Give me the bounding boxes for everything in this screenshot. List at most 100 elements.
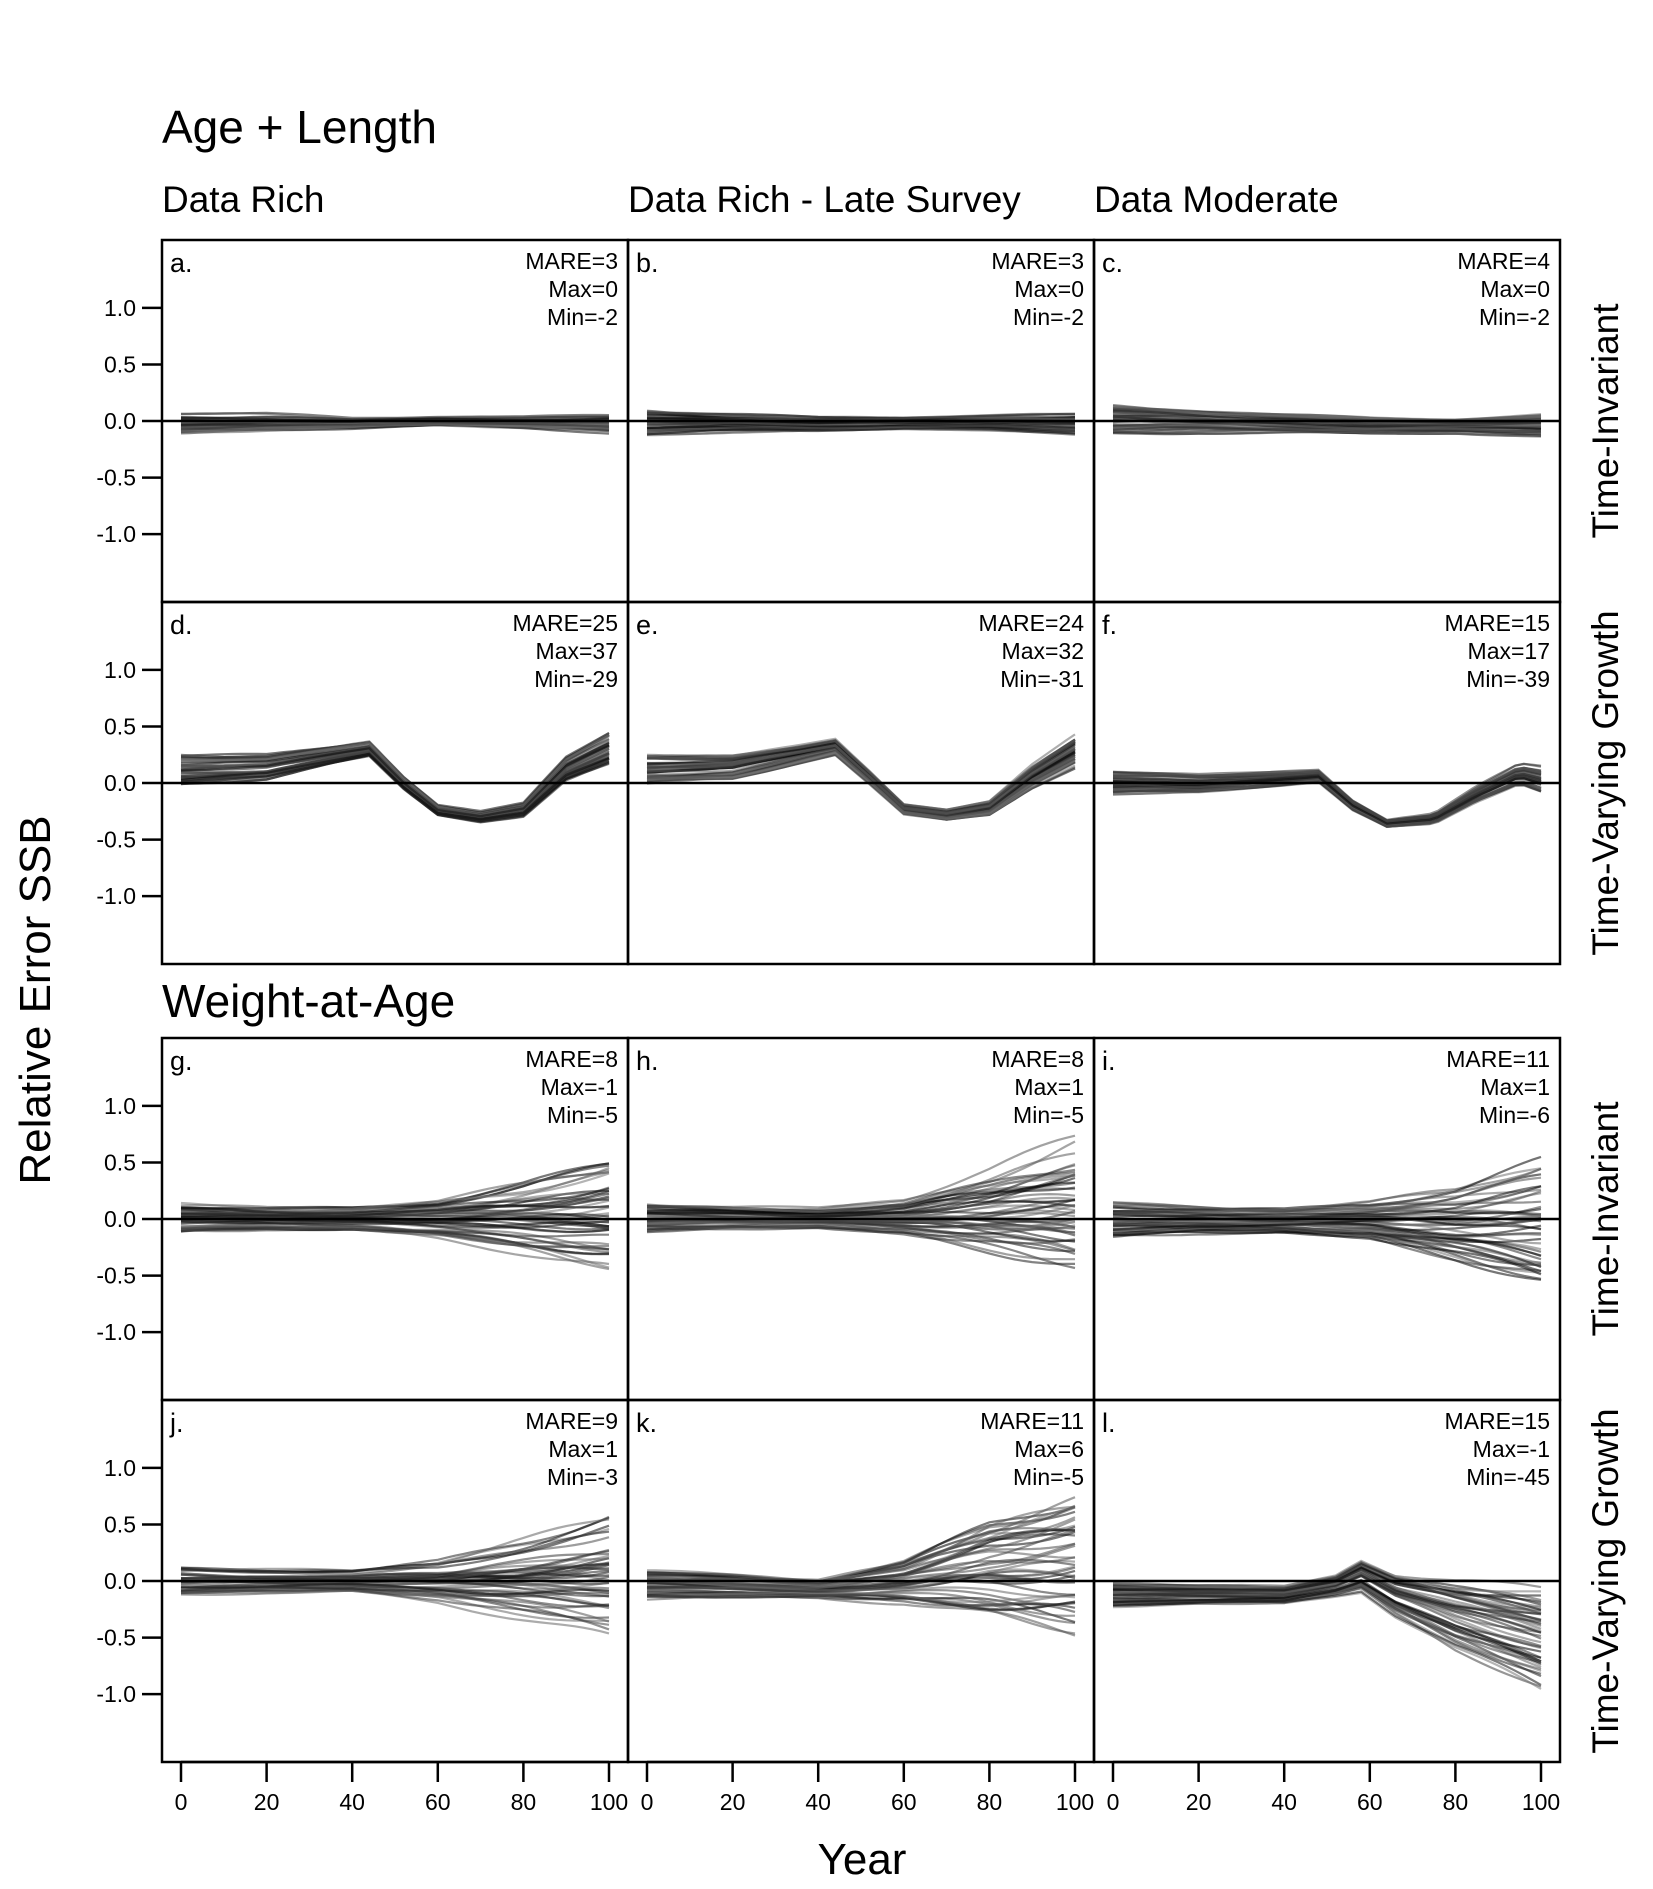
- row-title: Time-Varying Growth: [1585, 1408, 1626, 1753]
- y-tick-label: -1.0: [96, 883, 136, 909]
- y-tick-label: 1.0: [104, 1455, 136, 1481]
- max-label: Max=0: [1014, 276, 1084, 302]
- y-tick-label: 0.5: [104, 1511, 136, 1537]
- panel-letter: b.: [636, 248, 659, 278]
- max-label: Max=1: [548, 1436, 618, 1462]
- x-tick-label: 40: [339, 1789, 365, 1815]
- row-title: Time-Varying Growth: [1585, 610, 1626, 955]
- simulation-line: [1112, 1185, 1542, 1218]
- x-tick-label: 100: [590, 1789, 628, 1815]
- x-tick-label: 0: [1107, 1789, 1120, 1815]
- min-label: Min=-6: [1479, 1102, 1550, 1128]
- panel-letter: k.: [636, 1408, 657, 1438]
- x-tick-label: 60: [891, 1789, 917, 1815]
- simulation-line: [1112, 1574, 1542, 1649]
- y-axis-title: Relative Error SSB: [11, 815, 60, 1184]
- row-title: Time-Invariant: [1585, 303, 1626, 539]
- simulation-line: [646, 751, 1076, 821]
- section-title: Weight-at-Age: [162, 975, 455, 1027]
- panel-letter: h.: [636, 1046, 659, 1076]
- x-tick-label: 20: [1186, 1789, 1212, 1815]
- simulation-line: [646, 748, 1076, 819]
- simulation-line: [646, 1591, 1076, 1604]
- mare-label: MARE=11: [980, 1408, 1084, 1434]
- simulation-line: [1112, 1580, 1542, 1659]
- mare-label: MARE=24: [979, 610, 1085, 636]
- y-tick-label: -1.0: [96, 1681, 136, 1707]
- panel-letter: d.: [170, 610, 193, 640]
- panel-letter: i.: [1102, 1046, 1116, 1076]
- y-tick-label: 1.0: [104, 657, 136, 683]
- x-tick-label: 80: [977, 1789, 1003, 1815]
- row-title: Time-Invariant: [1585, 1101, 1626, 1337]
- simulation-line: [180, 739, 610, 816]
- panel-letter: e.: [636, 610, 659, 640]
- simulation-lines: [1112, 1559, 1542, 1690]
- simulation-line: [180, 1169, 610, 1211]
- simulation-line: [1112, 424, 1542, 435]
- simulation-line: [180, 1588, 610, 1631]
- simulation-lines: [180, 411, 610, 435]
- max-label: Max=0: [1480, 276, 1550, 302]
- simulation-line: [646, 1220, 1076, 1235]
- y-axis: 1.0 0.5 0.0 -0.5 -1.0: [96, 1455, 162, 1707]
- y-tick-label: -0.5: [96, 1625, 136, 1651]
- max-label: Max=6: [1014, 1436, 1084, 1462]
- y-tick-label: 0.5: [104, 1149, 136, 1175]
- y-axis: 1.0 0.5 0.0 -0.5 -1.0: [96, 295, 162, 547]
- y-axis: 1.0 0.5 0.0 -0.5 -1.0: [96, 1093, 162, 1345]
- section-title: Age + Length: [162, 101, 437, 153]
- simulation-lines: [646, 409, 1076, 437]
- panel-frame: [1092, 600, 1562, 966]
- simulation-line: [1112, 1216, 1542, 1225]
- x-tick-label: 40: [805, 1789, 831, 1815]
- simulation-line: [1112, 1222, 1542, 1237]
- x-tick-label: 80: [1443, 1789, 1469, 1815]
- simulation-lines: [646, 1496, 1076, 1637]
- min-label: Min=-3: [547, 1464, 618, 1490]
- simulation-line: [180, 1190, 610, 1218]
- y-tick-label: 0.0: [104, 1568, 136, 1594]
- max-label: Max=-1: [541, 1074, 618, 1100]
- simulation-lines: [646, 733, 1076, 821]
- y-tick-label: 0.5: [104, 351, 136, 377]
- y-tick-label: 1.0: [104, 295, 136, 321]
- panel-letter: g.: [170, 1046, 193, 1076]
- simulation-line: [646, 1556, 1076, 1590]
- simulation-line: [646, 1140, 1076, 1212]
- min-label: Min=-5: [1013, 1464, 1084, 1490]
- simulation-line: [1113, 769, 1542, 823]
- x-axis: 0 20 40 60 80 100: [641, 1760, 1094, 1815]
- simulation-line: [180, 1530, 610, 1573]
- simulation-line: [180, 1162, 610, 1210]
- simulation-line: [646, 1566, 1076, 1592]
- simulation-line: [180, 1187, 610, 1215]
- y-tick-label: -0.5: [96, 1263, 136, 1289]
- panel-letter: f.: [1102, 610, 1117, 640]
- simulation-line: [646, 1198, 1076, 1219]
- simulation-lines: [646, 1134, 1076, 1270]
- panel-letter: j.: [169, 1408, 184, 1438]
- min-label: Min=-31: [1000, 666, 1084, 692]
- simulation-line: [646, 424, 1076, 434]
- simulation-line: [646, 739, 1076, 814]
- simulation-line: [1112, 780, 1542, 828]
- y-axis: 1.0 0.5 0.0 -0.5 -1.0: [96, 657, 162, 909]
- simulation-line: [180, 1220, 609, 1238]
- simulation-lines: [180, 731, 610, 824]
- simulation-line: [646, 1223, 1076, 1245]
- mare-label: MARE=8: [991, 1046, 1084, 1072]
- min-label: Min=-2: [1013, 304, 1084, 330]
- simulation-line: [1112, 1590, 1542, 1686]
- column-title: Data Moderate: [1094, 179, 1339, 220]
- x-axis: 0 20 40 60 80 100: [1107, 1760, 1560, 1815]
- x-tick-label: 40: [1271, 1789, 1297, 1815]
- simulation-line: [1112, 1559, 1542, 1593]
- column-title: Data Rich: [162, 179, 324, 220]
- max-label: Max=1: [1014, 1074, 1084, 1100]
- y-tick-label: 1.0: [104, 1093, 136, 1119]
